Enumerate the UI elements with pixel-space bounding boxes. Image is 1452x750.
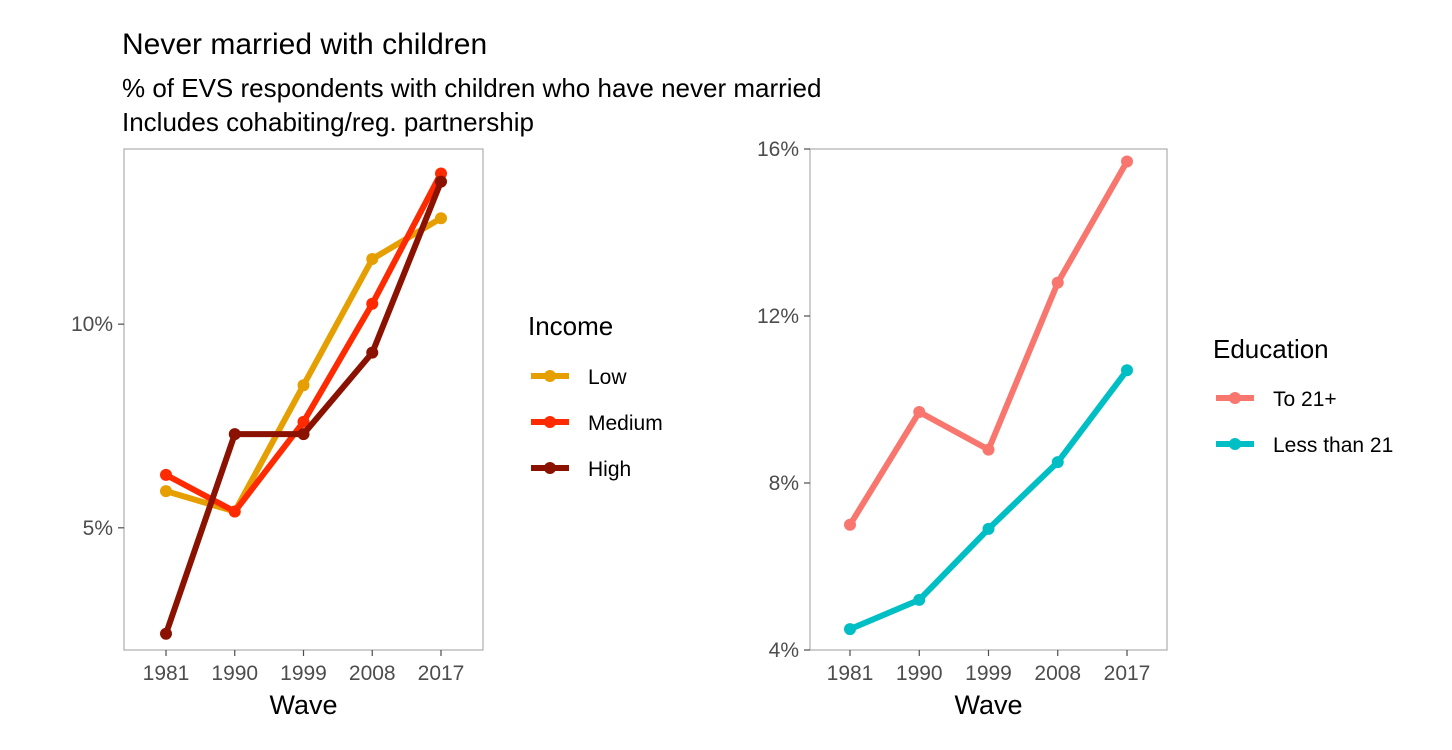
data-point — [228, 505, 241, 518]
data-point — [160, 627, 172, 640]
data-point — [160, 468, 172, 481]
x-tick-label: 2017 — [418, 662, 465, 685]
data-point — [297, 379, 310, 392]
x-tick-label: 1981 — [143, 662, 190, 685]
legend: Income Low Medium High — [528, 311, 663, 481]
legend: Education To 21+ Less than 21 — [1213, 334, 1393, 457]
data-point — [160, 485, 172, 498]
series-line — [164, 172, 444, 515]
data-point — [844, 518, 856, 531]
data-point — [1051, 276, 1064, 289]
legend-label: High — [588, 458, 631, 481]
series-line — [847, 160, 1130, 527]
plot-frame — [809, 148, 1168, 651]
legend-key-point — [544, 462, 556, 474]
x-axis-title: Wave — [269, 690, 337, 720]
y-tick-label: 10% — [71, 313, 113, 336]
y-tick-label: 8% — [769, 472, 799, 495]
x-tick-label: 1981 — [827, 662, 874, 685]
data-point — [297, 428, 310, 441]
data-point — [228, 428, 241, 441]
x-tick-label: 1999 — [965, 662, 1012, 685]
data-point — [435, 175, 447, 188]
legend-key-point — [1229, 438, 1241, 450]
data-point — [366, 346, 379, 359]
legend-label: Low — [588, 366, 627, 389]
y-tick-label: 4% — [769, 639, 799, 662]
data-point — [366, 297, 379, 310]
data-point — [297, 415, 310, 428]
data-point — [1121, 364, 1133, 377]
legend-label: To 21+ — [1273, 388, 1337, 411]
series-line — [165, 215, 443, 515]
data-point — [913, 593, 926, 606]
legend-label: Medium — [588, 412, 663, 435]
x-tick-label: 1990 — [211, 662, 258, 685]
legend-key-point — [1229, 392, 1241, 404]
x-axis-title: Wave — [954, 690, 1022, 720]
data-point — [844, 623, 856, 636]
data-point — [982, 443, 995, 456]
chart-title: Never married with children — [122, 28, 487, 61]
x-tick-label: 2008 — [349, 662, 396, 685]
legend-key-point — [544, 370, 556, 382]
chart-subtitle-line1: % of EVS respondents with children who h… — [122, 73, 821, 103]
x-tick-label: 1999 — [280, 662, 327, 685]
x-tick-label: 1990 — [896, 662, 943, 685]
data-point — [1051, 456, 1064, 469]
legend-title: Education — [1213, 334, 1329, 364]
chart-panel-2: 4% 8% 12% 16% 1981 1990 1999 2008 2017 Wave Educat… — [757, 138, 1393, 720]
data-point — [913, 406, 926, 419]
y-tick-label: 16% — [757, 138, 799, 161]
y-tick-label: 5% — [83, 517, 113, 540]
chart-panel-1: 5% 10% 1981 1990 1999 2008 2017 Wave Income Low Me… — [71, 148, 663, 720]
legend-label: Less than 21 — [1273, 434, 1393, 457]
data-point — [1121, 155, 1133, 168]
data-point — [982, 522, 995, 535]
data-point — [435, 212, 447, 225]
y-tick-label: 12% — [757, 305, 799, 328]
x-tick-label: 2008 — [1034, 662, 1081, 685]
chart-subtitle-line2: Includes cohabiting/reg. partnership — [122, 107, 534, 137]
legend-key-point — [544, 416, 556, 428]
data-point — [366, 252, 379, 265]
series-line — [848, 368, 1130, 632]
x-tick-label: 2017 — [1104, 662, 1151, 685]
legend-title: Income — [528, 311, 613, 341]
